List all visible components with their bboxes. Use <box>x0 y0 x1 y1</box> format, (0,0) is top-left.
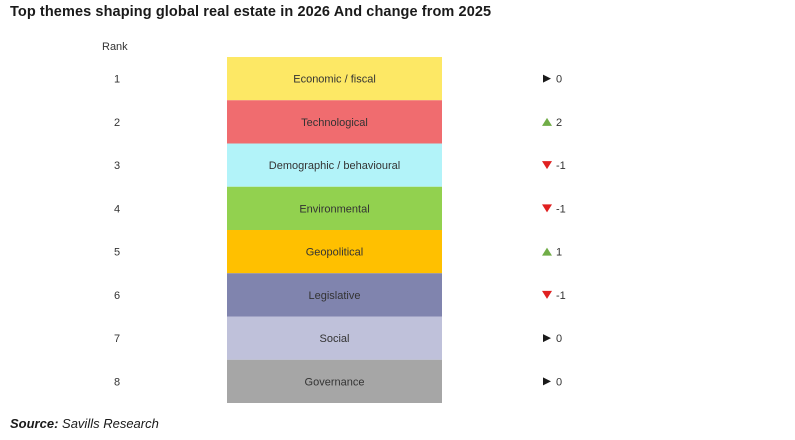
rank-number: 6 <box>114 290 120 302</box>
change-value: -1 <box>556 203 566 215</box>
rank-number: 1 <box>114 74 120 86</box>
up-arrow-icon <box>542 247 552 256</box>
down-arrow-icon <box>542 161 552 170</box>
rank-number: 4 <box>114 203 120 215</box>
theme-label: Economic / fiscal <box>293 74 376 86</box>
no-change-arrow-icon <box>543 74 551 83</box>
theme-bar <box>227 273 442 317</box>
rank-number: 2 <box>114 117 120 129</box>
change-value: -1 <box>556 160 566 172</box>
theme-bar <box>227 230 442 274</box>
theme-label: Technological <box>301 117 368 129</box>
theme-label: Demographic / behavioural <box>269 160 400 172</box>
theme-bar <box>227 100 442 144</box>
change-value: 0 <box>556 333 562 345</box>
change-value: 2 <box>556 117 562 129</box>
change-value: 0 <box>556 74 562 86</box>
no-change-arrow-icon <box>543 377 551 386</box>
source-note: Source: Savills Research <box>10 416 159 431</box>
theme-label: Governance <box>305 376 365 388</box>
theme-bar <box>227 57 442 101</box>
theme-bar <box>227 316 442 360</box>
down-arrow-icon <box>542 204 552 213</box>
rank-column-header: Rank <box>102 41 128 53</box>
theme-label: Environmental <box>299 203 369 215</box>
source-label: Source: <box>10 416 59 431</box>
rank-number: 3 <box>114 160 120 172</box>
theme-label: Geopolitical <box>306 247 363 259</box>
change-value: 0 <box>556 376 562 388</box>
change-value: 1 <box>556 247 562 259</box>
rank-number: 5 <box>114 247 120 259</box>
chart-title: Top themes shaping global real estate in… <box>10 4 492 20</box>
theme-bar <box>227 143 442 187</box>
theme-label: Social <box>320 333 350 345</box>
change-value: -1 <box>556 290 566 302</box>
rank-number: 8 <box>114 376 120 388</box>
down-arrow-icon <box>542 290 552 299</box>
up-arrow-icon <box>542 117 552 126</box>
theme-label: Legislative <box>309 290 361 302</box>
theme-bar <box>227 359 442 403</box>
theme-bar <box>227 186 442 230</box>
source-text: Savills Research <box>62 416 159 431</box>
no-change-arrow-icon <box>543 334 551 343</box>
rank-number: 7 <box>114 333 120 345</box>
